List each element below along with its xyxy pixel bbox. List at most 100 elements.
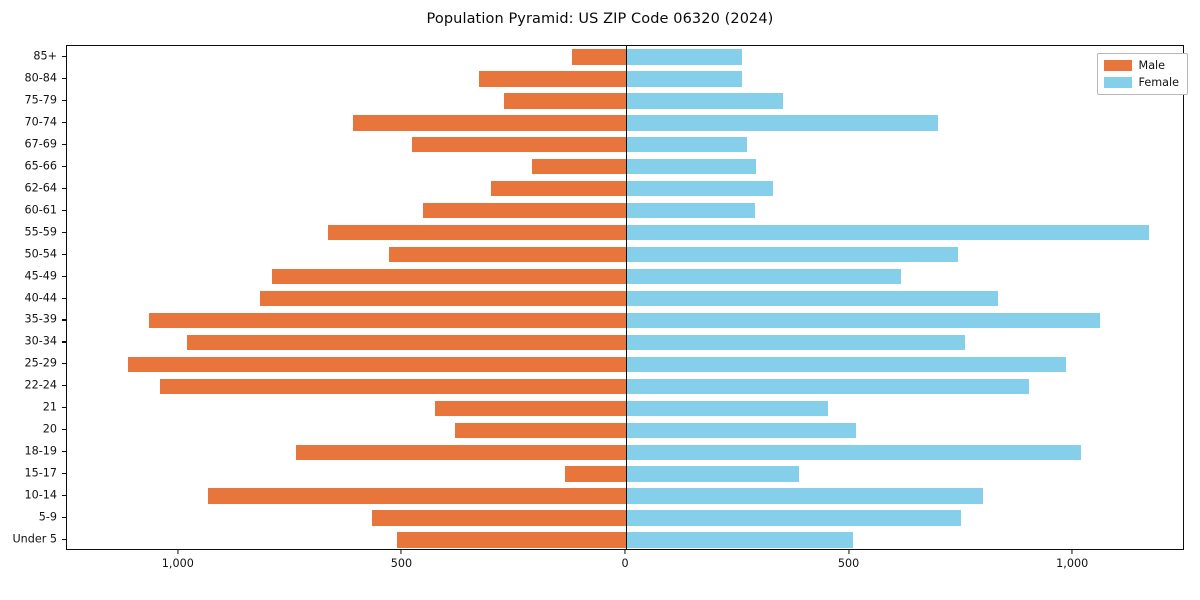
bar-male — [371, 510, 626, 526]
bar-male — [389, 246, 626, 263]
legend-entry[interactable]: Male — [1103, 59, 1179, 72]
y-tick-mark — [62, 319, 66, 321]
bar-row — [67, 510, 1183, 526]
bar-male — [352, 115, 626, 131]
bar-row — [67, 290, 1183, 307]
bar-row — [67, 202, 1183, 219]
y-tick-mark — [62, 77, 66, 80]
y-tick-mark — [62, 209, 66, 211]
bar-female — [626, 137, 748, 153]
bar-male — [396, 532, 626, 548]
bar-row — [67, 268, 1183, 285]
bar-female — [626, 488, 984, 504]
y-tick-mark — [62, 429, 66, 431]
x-tick-label: 0 — [621, 557, 629, 570]
y-tick-label: 15-17 — [24, 466, 57, 480]
y-tick-label: 50-54 — [24, 247, 57, 261]
y-tick-mark — [62, 363, 66, 365]
bar-female — [626, 159, 757, 175]
y-tick-label: Under 5 — [12, 532, 57, 546]
bar-row — [67, 400, 1183, 416]
y-tick-mark — [62, 385, 66, 387]
y-tick-label: 40-44 — [24, 291, 57, 304]
y-tick-label: 65-66 — [24, 159, 57, 173]
bar-male — [260, 290, 626, 307]
bar-male — [422, 202, 626, 219]
x-axis: 1,000 500 0 500 1,000 — [66, 550, 1184, 590]
y-tick-label: 70-74 — [24, 115, 57, 129]
bar-male — [128, 356, 626, 373]
y-tick-label: 35-39 — [24, 312, 57, 326]
bar-male — [571, 49, 626, 65]
y-tick-mark — [62, 517, 66, 519]
zero-axis-line — [626, 46, 628, 549]
bar-female — [626, 115, 938, 131]
y-tick-mark — [62, 275, 66, 277]
y-tick-mark — [62, 451, 66, 453]
legend-label: Female — [1138, 76, 1179, 89]
bar-male — [272, 268, 626, 285]
x-tick-label: 1,000 — [1056, 557, 1089, 570]
bar-row — [67, 71, 1183, 87]
bar-female — [626, 444, 1082, 460]
x-tick-mark — [177, 550, 179, 554]
bar-female — [626, 268, 902, 285]
bar-row — [67, 246, 1183, 263]
bar-male — [160, 378, 626, 394]
bar-row — [67, 49, 1183, 65]
y-tick-label: 55-59 — [24, 225, 57, 239]
bar-male — [411, 137, 626, 153]
y-tick-label: 30-34 — [24, 334, 57, 348]
y-tick-label: 22-24 — [24, 378, 57, 392]
y-tick-label: 80-84 — [24, 71, 57, 85]
bar-male — [149, 312, 626, 329]
y-tick-label: 18-19 — [24, 444, 57, 458]
bar-female — [626, 312, 1101, 329]
bar-female — [626, 334, 965, 351]
y-tick-mark — [62, 165, 66, 167]
y-tick-label: 45-49 — [24, 269, 57, 283]
bar-female — [626, 71, 743, 87]
x-tick-mark — [624, 550, 626, 554]
bar-row — [67, 422, 1183, 438]
y-tick-mark — [62, 121, 66, 123]
y-tick-label: 25-29 — [24, 356, 57, 370]
bar-male — [327, 224, 626, 241]
y-tick-mark — [62, 539, 66, 541]
y-tick-mark — [62, 341, 66, 343]
y-tick-label: 10-14 — [24, 488, 57, 502]
bar-row — [67, 378, 1183, 394]
legend-entry[interactable]: Female — [1103, 76, 1179, 89]
plot-area — [66, 45, 1184, 550]
bar-female — [626, 93, 784, 109]
bar-female — [626, 356, 1067, 373]
x-tick-label: 500 — [837, 557, 860, 570]
y-axis: 85+ 80-84 75-79 70-74 67-69 65-66 62-64 60-61 55… — [0, 45, 66, 550]
chart-legend: Male Female — [1096, 53, 1188, 95]
x-tick-mark — [848, 550, 850, 554]
bar-male — [454, 422, 626, 438]
bar-female — [626, 246, 958, 263]
bars-layer — [67, 46, 1183, 549]
bar-male — [564, 466, 626, 482]
y-tick-mark — [62, 253, 66, 255]
y-tick-label: 21 — [42, 400, 57, 414]
bar-row — [67, 224, 1183, 241]
y-tick-label: 75-79 — [24, 93, 57, 107]
bar-row — [67, 356, 1183, 373]
chart-title: Population Pyramid: US ZIP Code 06320 (2… — [426, 11, 774, 27]
y-tick-mark — [62, 473, 66, 475]
bar-male — [296, 444, 626, 460]
bar-row — [67, 466, 1183, 482]
bar-row — [67, 532, 1183, 548]
y-tick-mark — [62, 187, 66, 189]
bar-male — [187, 334, 626, 351]
y-tick-label: 85+ — [33, 49, 57, 63]
bar-row — [67, 115, 1183, 131]
bar-female — [626, 181, 774, 197]
bar-male — [478, 71, 626, 87]
bar-male — [503, 93, 626, 109]
bar-row — [67, 137, 1183, 153]
y-tick-mark — [62, 55, 66, 58]
